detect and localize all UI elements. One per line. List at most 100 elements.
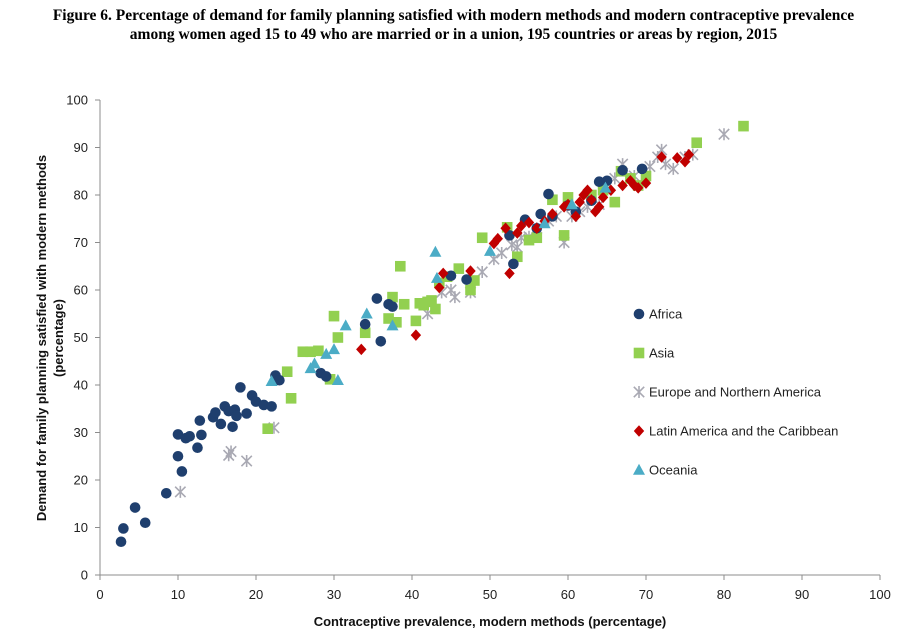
data-point — [597, 191, 609, 204]
data-point — [449, 291, 461, 304]
data-point — [210, 407, 221, 418]
x-tick-label: 10 — [171, 587, 185, 602]
data-point — [313, 345, 324, 357]
x-tick-label: 70 — [639, 587, 653, 602]
data-point — [285, 393, 297, 404]
x-tick-label: 80 — [717, 587, 731, 602]
data-point — [543, 188, 554, 200]
data-point — [332, 332, 344, 343]
data-point — [718, 128, 730, 141]
data-point — [215, 418, 227, 430]
y-tick-label: 10 — [74, 520, 88, 535]
data-point — [196, 429, 207, 441]
data-point — [387, 291, 398, 303]
legend-item: Asia — [633, 346, 675, 361]
data-point — [523, 234, 535, 246]
x-tick-label: 90 — [795, 587, 809, 602]
data-point — [308, 357, 321, 369]
data-point — [465, 265, 476, 277]
data-point — [359, 327, 371, 339]
y-tick-label: 0 — [81, 568, 88, 583]
data-point — [266, 401, 277, 412]
data-point — [531, 232, 543, 244]
data-point — [305, 346, 316, 358]
data-point — [633, 182, 644, 194]
data-point — [582, 184, 593, 197]
data-point — [227, 421, 238, 433]
data-point — [328, 343, 340, 355]
data-point — [504, 230, 515, 241]
data-point — [469, 275, 480, 286]
y-tick-label: 40 — [74, 378, 88, 393]
legend-item: Oceania — [633, 463, 698, 478]
chart-title: Figure 6. Percentage of demand for famil… — [0, 6, 907, 44]
data-point — [511, 241, 524, 254]
data-point — [492, 232, 503, 245]
x-tick-label: 100 — [869, 587, 891, 602]
data-point — [476, 232, 488, 244]
legend-label: Oceania — [649, 463, 698, 478]
data-point — [129, 502, 141, 513]
x-tick-label: 40 — [405, 587, 419, 602]
data-point — [617, 179, 628, 192]
data-point — [274, 374, 285, 386]
chart-title-line-1: Figure 6. Percentage of demand for famil… — [52, 7, 855, 24]
series-oceania — [265, 181, 612, 386]
data-point — [139, 517, 151, 529]
data-point — [574, 196, 585, 208]
data-point — [562, 192, 574, 203]
data-point — [512, 251, 523, 263]
data-point — [594, 201, 605, 213]
data-point — [586, 193, 597, 206]
data-point — [516, 220, 527, 232]
data-point — [508, 258, 519, 270]
series-asia — [262, 120, 749, 434]
legend-label: Latin America and the Caribbean — [649, 424, 838, 439]
x-tick-label: 20 — [249, 587, 263, 602]
y-tick-label: 20 — [74, 473, 88, 488]
data-point — [225, 445, 237, 458]
data-point — [570, 210, 581, 223]
data-point — [629, 179, 640, 192]
data-point — [161, 488, 172, 499]
data-point — [465, 284, 476, 296]
data-point — [429, 245, 442, 257]
data-point — [578, 189, 589, 201]
data-point — [118, 523, 129, 534]
legend-marker — [633, 425, 645, 437]
data-point — [387, 301, 398, 312]
y-tick-label: 80 — [74, 188, 88, 203]
data-point — [328, 310, 340, 322]
data-point — [593, 176, 605, 187]
legend-item: Latin America and the Caribbean — [633, 424, 838, 439]
y-axis-title: Demand for family planning satisfied wit… — [34, 155, 66, 521]
legend-label: Asia — [649, 346, 675, 361]
data-point — [601, 175, 613, 187]
data-point — [453, 263, 465, 274]
data-point — [512, 227, 523, 239]
data-point — [391, 317, 402, 328]
data-point — [605, 184, 617, 197]
data-point — [331, 374, 344, 386]
data-point — [438, 267, 449, 280]
data-point — [599, 181, 612, 193]
x-tick-label: 0 — [96, 587, 103, 602]
data-point — [320, 347, 333, 359]
data-point — [558, 230, 570, 241]
data-point — [386, 319, 399, 331]
data-point — [691, 137, 702, 149]
data-point — [262, 423, 273, 434]
y-tick-label: 60 — [74, 283, 88, 298]
data-point — [410, 329, 422, 341]
data-point — [531, 222, 542, 235]
data-point — [484, 244, 496, 256]
chart-title-line-2: among women aged 15 to 49 who are marrie… — [129, 26, 778, 43]
data-point — [430, 303, 441, 315]
legend-item: Africa — [633, 307, 683, 322]
data-point — [667, 162, 680, 175]
data-point — [430, 271, 443, 283]
data-point — [281, 366, 293, 377]
data-point — [371, 293, 383, 304]
x-tick-label: 30 — [327, 587, 341, 602]
